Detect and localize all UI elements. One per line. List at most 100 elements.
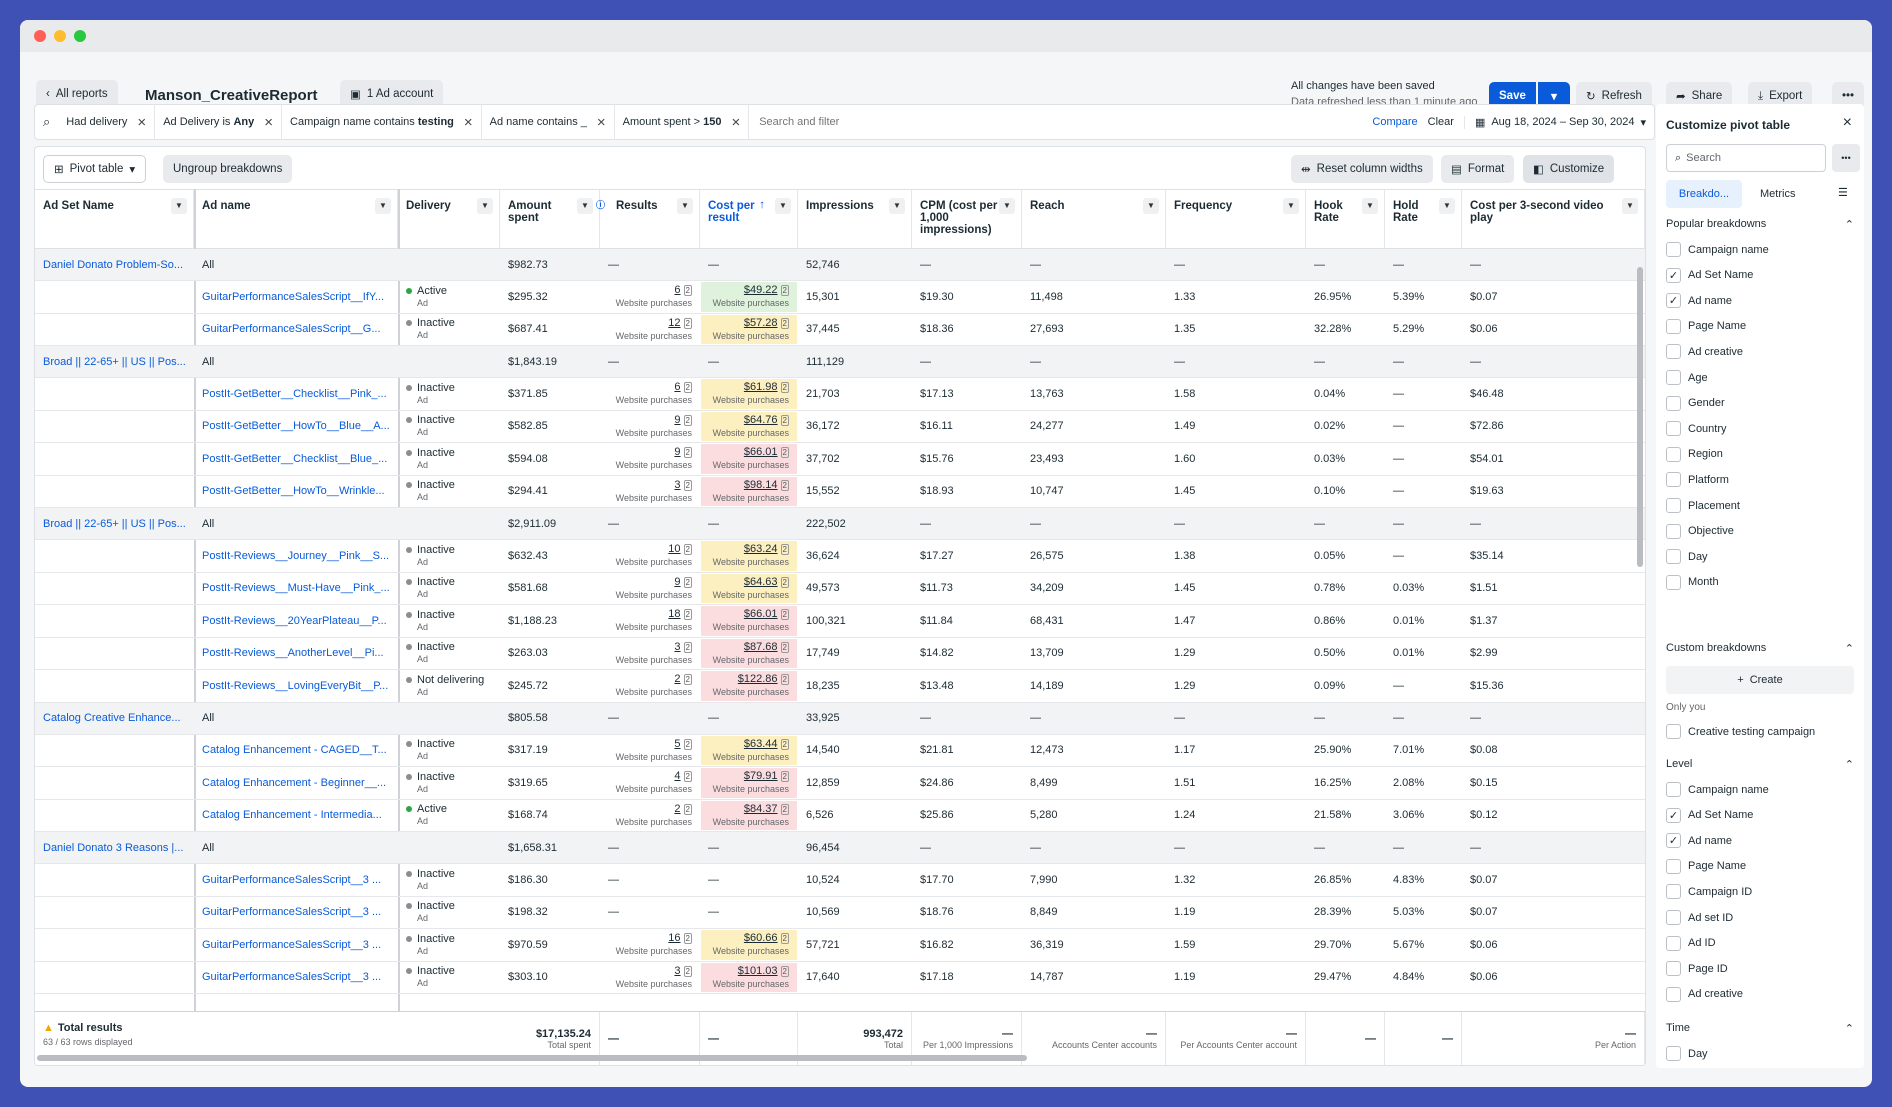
column-header[interactable]: Impressions ▼	[798, 190, 912, 250]
sidebar-more-icon[interactable]: •••	[1832, 144, 1860, 172]
breakdown-option[interactable]: ✓ Ad name	[1666, 833, 1732, 849]
breakdown-option[interactable]: ✓ Ad name	[1666, 293, 1732, 309]
column-menu-icon[interactable]: ▼	[1622, 198, 1638, 214]
cost-per-result-value[interactable]: $64.63	[743, 575, 778, 588]
close-icon[interactable]: ×	[596, 113, 606, 131]
ad-name-link[interactable]: GuitarPerformanceSalesScript__3 ...	[202, 938, 382, 951]
ad-name-link[interactable]: GuitarPerformanceSalesScript__G...	[202, 323, 381, 336]
column-header[interactable]: CPM (cost per 1,000 impressions) ▼	[912, 190, 1022, 250]
checkbox[interactable]: ✓	[1666, 833, 1681, 849]
table-row[interactable]: GuitarPerformanceSalesScript__IfY... Acti…	[35, 281, 1645, 314]
ad-name-link[interactable]: PostIt-GetBetter__HowTo__Wrinkle...	[202, 485, 385, 498]
table-row[interactable]: GuitarPerformanceSalesScript__3 ... Inact…	[35, 962, 1645, 994]
results-value[interactable]: 2	[674, 673, 681, 686]
column-header[interactable]: Cost per 3-second video play ▼	[1462, 190, 1645, 250]
ad-name-link[interactable]: PostIt-Reviews__AnotherLevel__Pi...	[202, 647, 384, 660]
ad-name-link[interactable]: PostIt-Reviews__LovingEveryBit__P...	[202, 679, 389, 692]
tab-metrics[interactable]: Metrics	[1760, 188, 1796, 200]
cost-per-result-value[interactable]: $66.01	[743, 446, 778, 459]
level-section[interactable]: Level ⌃	[1666, 758, 1854, 771]
sort-ascending-icon[interactable]: ↑	[759, 199, 765, 211]
column-header[interactable]: Ad Set Name ▼	[35, 190, 194, 250]
breakdown-option[interactable]: Campaign ID	[1666, 884, 1752, 900]
breakdown-option[interactable]: Creative testing campaign	[1666, 724, 1815, 739]
close-window-button[interactable]	[34, 30, 46, 42]
pivot-table-dropdown[interactable]: ⊞ Pivot table ▾	[43, 155, 147, 183]
ad-name-link[interactable]: GuitarPerformanceSalesScript__3 ...	[202, 873, 382, 886]
checkbox[interactable]	[1666, 858, 1681, 874]
column-header[interactable]: Delivery ▼	[398, 190, 500, 250]
group-row[interactable]: Catalog Creative Enhance... All $805.58 — — 3…	[35, 702, 1645, 735]
ad-set-link[interactable]: Daniel Donato 3 Reasons |...	[43, 841, 184, 854]
group-row[interactable]: Broad || 22-65+ || US || Pos... All $1,843…	[35, 346, 1645, 378]
cost-per-result-value[interactable]: $87.68	[743, 640, 778, 653]
breakdown-option[interactable]: Day	[1666, 1046, 1708, 1061]
checkbox[interactable]	[1666, 242, 1681, 257]
sort-icon[interactable]: ☰	[1838, 187, 1848, 199]
close-icon[interactable]: ×	[463, 113, 473, 131]
custom-breakdowns-section[interactable]: Custom breakdowns ⌃	[1666, 642, 1854, 655]
clear-button[interactable]: Clear	[1427, 116, 1454, 128]
checkbox[interactable]	[1666, 421, 1681, 437]
checkbox[interactable]	[1666, 782, 1681, 797]
create-breakdown-button[interactable]: + Create	[1666, 666, 1854, 694]
format-button[interactable]: ▤ Format	[1441, 155, 1515, 183]
results-value[interactable]: 3	[674, 478, 681, 491]
breakdown-option[interactable]: Age	[1666, 370, 1708, 385]
results-value[interactable]: 18	[668, 608, 681, 621]
filter-chip[interactable]: Ad Delivery is Any ×	[155, 104, 283, 140]
filter-chip[interactable]: Had delivery ×	[58, 104, 156, 140]
ad-name-link[interactable]: Catalog Enhancement - Intermedia...	[202, 809, 382, 822]
column-menu-icon[interactable]: ▼	[477, 198, 493, 214]
checkbox[interactable]	[1666, 574, 1681, 590]
breakdown-option[interactable]: Page Name	[1666, 858, 1746, 874]
breakdown-option[interactable]: Gender	[1666, 395, 1725, 411]
column-menu-icon[interactable]: ▼	[1362, 198, 1378, 214]
column-menu-icon[interactable]: ▼	[999, 198, 1015, 214]
cost-per-result-value[interactable]: $61.98	[743, 381, 778, 394]
column-menu-icon[interactable]: ▼	[775, 198, 791, 214]
ad-set-link[interactable]: Broad || 22-65+ || US || Pos...	[43, 355, 186, 368]
checkbox[interactable]	[1666, 370, 1681, 385]
table-row[interactable]: PostIt-GetBetter__HowTo__Wrinkle... Inact…	[35, 476, 1645, 508]
ad-name-link[interactable]: Catalog Enhancement - Beginner__...	[202, 776, 387, 789]
group-row[interactable]: Daniel Donato Problem-So... All $982.73 — — 5…	[35, 249, 1645, 281]
table-row[interactable]: GuitarPerformanceSalesScript__3 ... Inact…	[35, 897, 1645, 929]
results-value[interactable]: 6	[674, 381, 681, 394]
cost-per-result-value[interactable]: $57.28	[743, 316, 778, 329]
cost-per-result-value[interactable]: $122.86	[737, 673, 778, 686]
breakdown-option[interactable]: Page ID	[1666, 961, 1728, 977]
checkbox[interactable]	[1666, 498, 1681, 513]
ad-name-link[interactable]: PostIt-Reviews__Must-Have__Pink_...	[202, 582, 390, 595]
sidebar-search[interactable]: ⌕ Search	[1666, 144, 1826, 172]
results-value[interactable]: 16	[668, 932, 681, 945]
column-header[interactable]: Results ⓘ ▼	[596, 190, 700, 250]
breakdown-option[interactable]: Country	[1666, 421, 1727, 437]
breakdown-option[interactable]: Campaign name	[1666, 782, 1769, 797]
cost-per-result-value[interactable]: $63.44	[743, 737, 778, 750]
checkbox[interactable]	[1666, 472, 1681, 488]
results-value[interactable]: 12	[668, 316, 681, 329]
checkbox[interactable]	[1666, 724, 1681, 739]
table-row[interactable]: Catalog Enhancement - CAGED__T... Inactiv…	[35, 735, 1645, 767]
results-value[interactable]: 6	[674, 284, 681, 297]
ad-name-link[interactable]: GuitarPerformanceSalesScript__3 ...	[202, 971, 382, 984]
cost-per-result-value[interactable]: $101.03	[737, 964, 778, 977]
ad-name-link[interactable]: PostIt-Reviews__20YearPlateau__P...	[202, 614, 387, 627]
checkbox[interactable]	[1666, 910, 1681, 925]
cost-per-result-value[interactable]: $98.14	[743, 478, 778, 491]
breakdown-option[interactable]: Page Name	[1666, 318, 1746, 334]
cost-per-result-value[interactable]: $63.24	[743, 543, 778, 556]
column-header[interactable]: Hold Rate ▼	[1385, 190, 1462, 250]
checkbox[interactable]: ✓	[1666, 293, 1681, 309]
date-range-picker[interactable]: ▦ Aug 18, 2024 – Sep 30, 2024 ▾	[1463, 115, 1646, 129]
column-menu-icon[interactable]: ▼	[1439, 198, 1455, 214]
ad-name-link[interactable]: GuitarPerformanceSalesScript__IfY...	[202, 290, 384, 303]
ad-set-link[interactable]: Catalog Creative Enhance...	[43, 712, 181, 724]
column-header[interactable]: Hook Rate ▼	[1306, 190, 1385, 250]
checkbox[interactable]: ✓	[1666, 267, 1681, 283]
table-row[interactable]: PostIt-GetBetter__HowTo__Blue__A... Inact…	[35, 411, 1645, 443]
checkbox[interactable]	[1666, 935, 1681, 951]
checkbox[interactable]	[1666, 523, 1681, 539]
checkbox[interactable]	[1666, 344, 1681, 360]
